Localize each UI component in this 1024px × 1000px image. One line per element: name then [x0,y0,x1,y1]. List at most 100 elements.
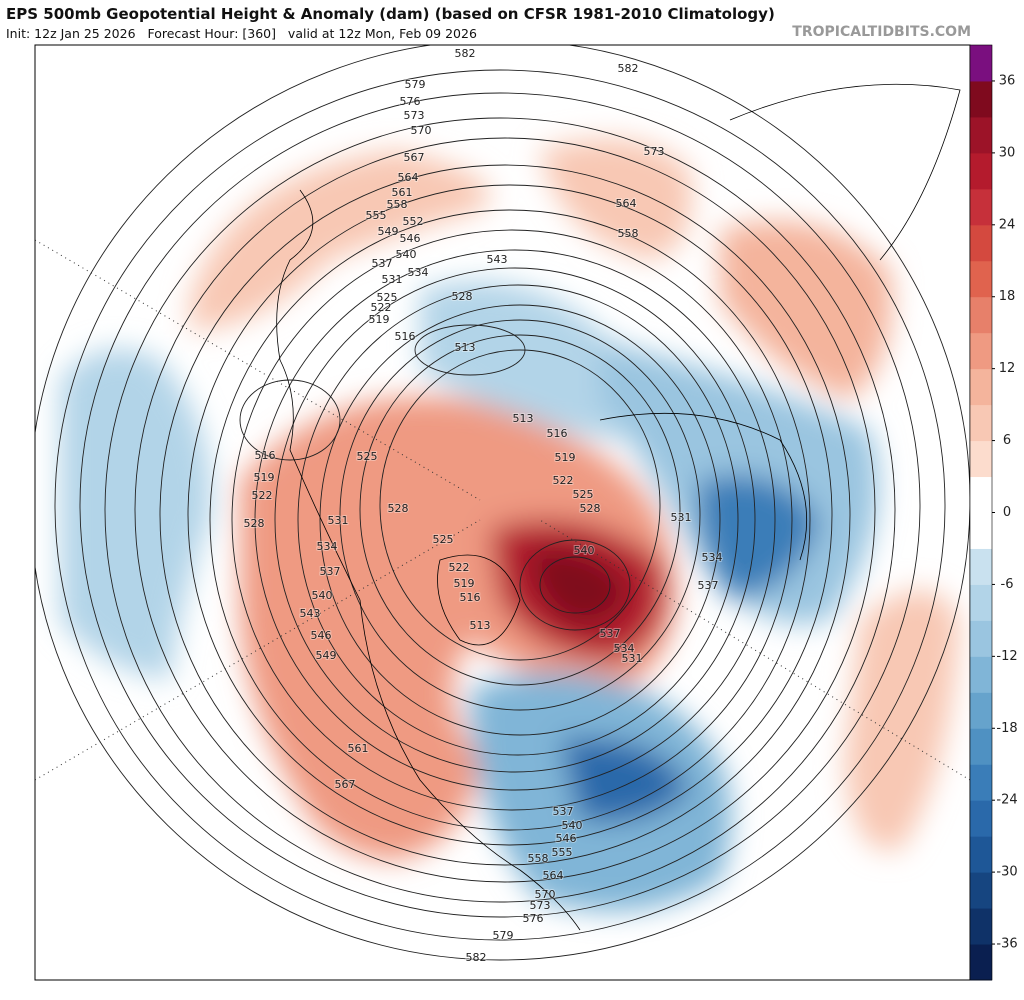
colorbar-band [970,548,992,585]
colorbar-tick-label: 24 [999,217,1016,232]
colorbar-band [970,512,992,549]
contour-label: 513 [513,412,534,425]
colorbar-band [970,332,992,370]
contour-label: 543 [300,607,321,620]
colorbar-band [970,296,992,334]
contour-label: 558 [387,198,408,211]
contour-label: 564 [543,869,564,882]
contour-label: 519 [369,313,390,326]
colorbar-band [970,224,992,262]
contour-label: 573 [404,109,425,122]
colorbar-band [970,440,992,478]
colorbar-band [970,800,992,837]
contour-label: 567 [404,151,425,164]
contour-label: 546 [311,629,332,642]
contour-label: 525 [433,533,454,546]
contour-label: 555 [366,209,387,222]
colorbar-tick-label: -6 [1001,577,1014,592]
colorbar-band [970,620,992,657]
colorbar-tick-label: -12 [996,649,1017,664]
subtitle: Init: 12z Jan 25 2026 Forecast Hour: [36… [6,26,477,41]
contour-label: 531 [382,273,403,286]
contour-label: 579 [405,78,426,91]
colorbar-band [970,404,992,442]
contour-label: 576 [523,912,544,925]
map-field [35,45,970,980]
contour-label: 528 [388,502,409,515]
contour-label: 564 [398,171,419,184]
contour-label: 525 [573,488,594,501]
contour-label: 534 [702,551,723,564]
contour-label: 537 [698,579,719,592]
contour-label: 516 [547,427,568,440]
colorbar-tick-label: 36 [999,73,1016,88]
contour-label: 534 [408,266,429,279]
colorbar-band [970,188,992,226]
contour-label: 582 [455,47,476,60]
contour-label: 549 [378,225,399,238]
contour-label: 528 [580,502,601,515]
contour-label: 579 [493,929,514,942]
contour-label: 516 [395,330,416,343]
contour-label: 537 [372,257,393,270]
colorbar-tick-label: 18 [999,289,1016,304]
contour-label: 567 [335,778,356,791]
colorbar-band [970,836,992,873]
colorbar-band [970,872,992,909]
colorbar-band [970,45,992,82]
contour-label: 558 [528,852,549,865]
contour-label: 573 [530,899,551,912]
contour-label: 537 [320,565,341,578]
colorbar-tick-label: -30 [996,865,1017,880]
contour-label: 546 [556,832,577,845]
colorbar-band [970,944,992,981]
colorbar-band [970,116,992,154]
colorbar-band [970,908,992,945]
contour-label: 552 [403,215,424,228]
contour-label: 534 [317,540,338,553]
colorbar-band [970,728,992,765]
colorbar-band [970,476,992,513]
contour-label: 525 [377,291,398,304]
colorbar-tick-label: 12 [999,361,1016,376]
colorbar-tick-label: -18 [996,721,1017,736]
contour-label: 528 [452,290,473,303]
contour-label: 522 [449,561,470,574]
contour-label: 513 [455,341,476,354]
contour-label: 519 [254,471,275,484]
colorbar: 36 30 24 18 12 6 0 -6 -12 -18 -24 -30 -36 [969,44,1018,981]
contour-label: 570 [411,124,432,137]
contour-label: 558 [618,227,639,240]
contour-label: 516 [255,449,276,462]
contour-label: 525 [357,450,378,463]
colorbar-band [970,368,992,406]
contour-label: 546 [400,232,421,245]
title: EPS 500mb Geopotential Height & Anomaly … [6,5,775,23]
colorbar-tick-label: 0 [1003,505,1011,520]
contour-label: 519 [454,577,475,590]
colorbar-band [970,656,992,693]
contour-label: 516 [460,591,481,604]
contour-label: 537 [553,805,574,818]
contour-label: 537 [600,627,621,640]
colorbar-band [970,764,992,801]
contour-label: 528 [244,517,265,530]
contour-label: 519 [555,451,576,464]
colorbar-tick-label: 6 [1003,433,1011,448]
contour-label: 531 [622,652,643,665]
contour-label: 561 [348,742,369,755]
contour-label: 570 [535,888,556,901]
contour-label: 564 [616,197,637,210]
contour-label: 522 [371,301,392,314]
contour-label: 576 [400,95,421,108]
colorbar-band [970,260,992,298]
contour-label: 582 [466,951,487,964]
contour-label: 543 [487,253,508,266]
contour-label: 531 [671,511,692,524]
contour-label: 534 [614,642,635,655]
contour-label: 540 [396,248,417,261]
colorbar-band [970,80,992,118]
